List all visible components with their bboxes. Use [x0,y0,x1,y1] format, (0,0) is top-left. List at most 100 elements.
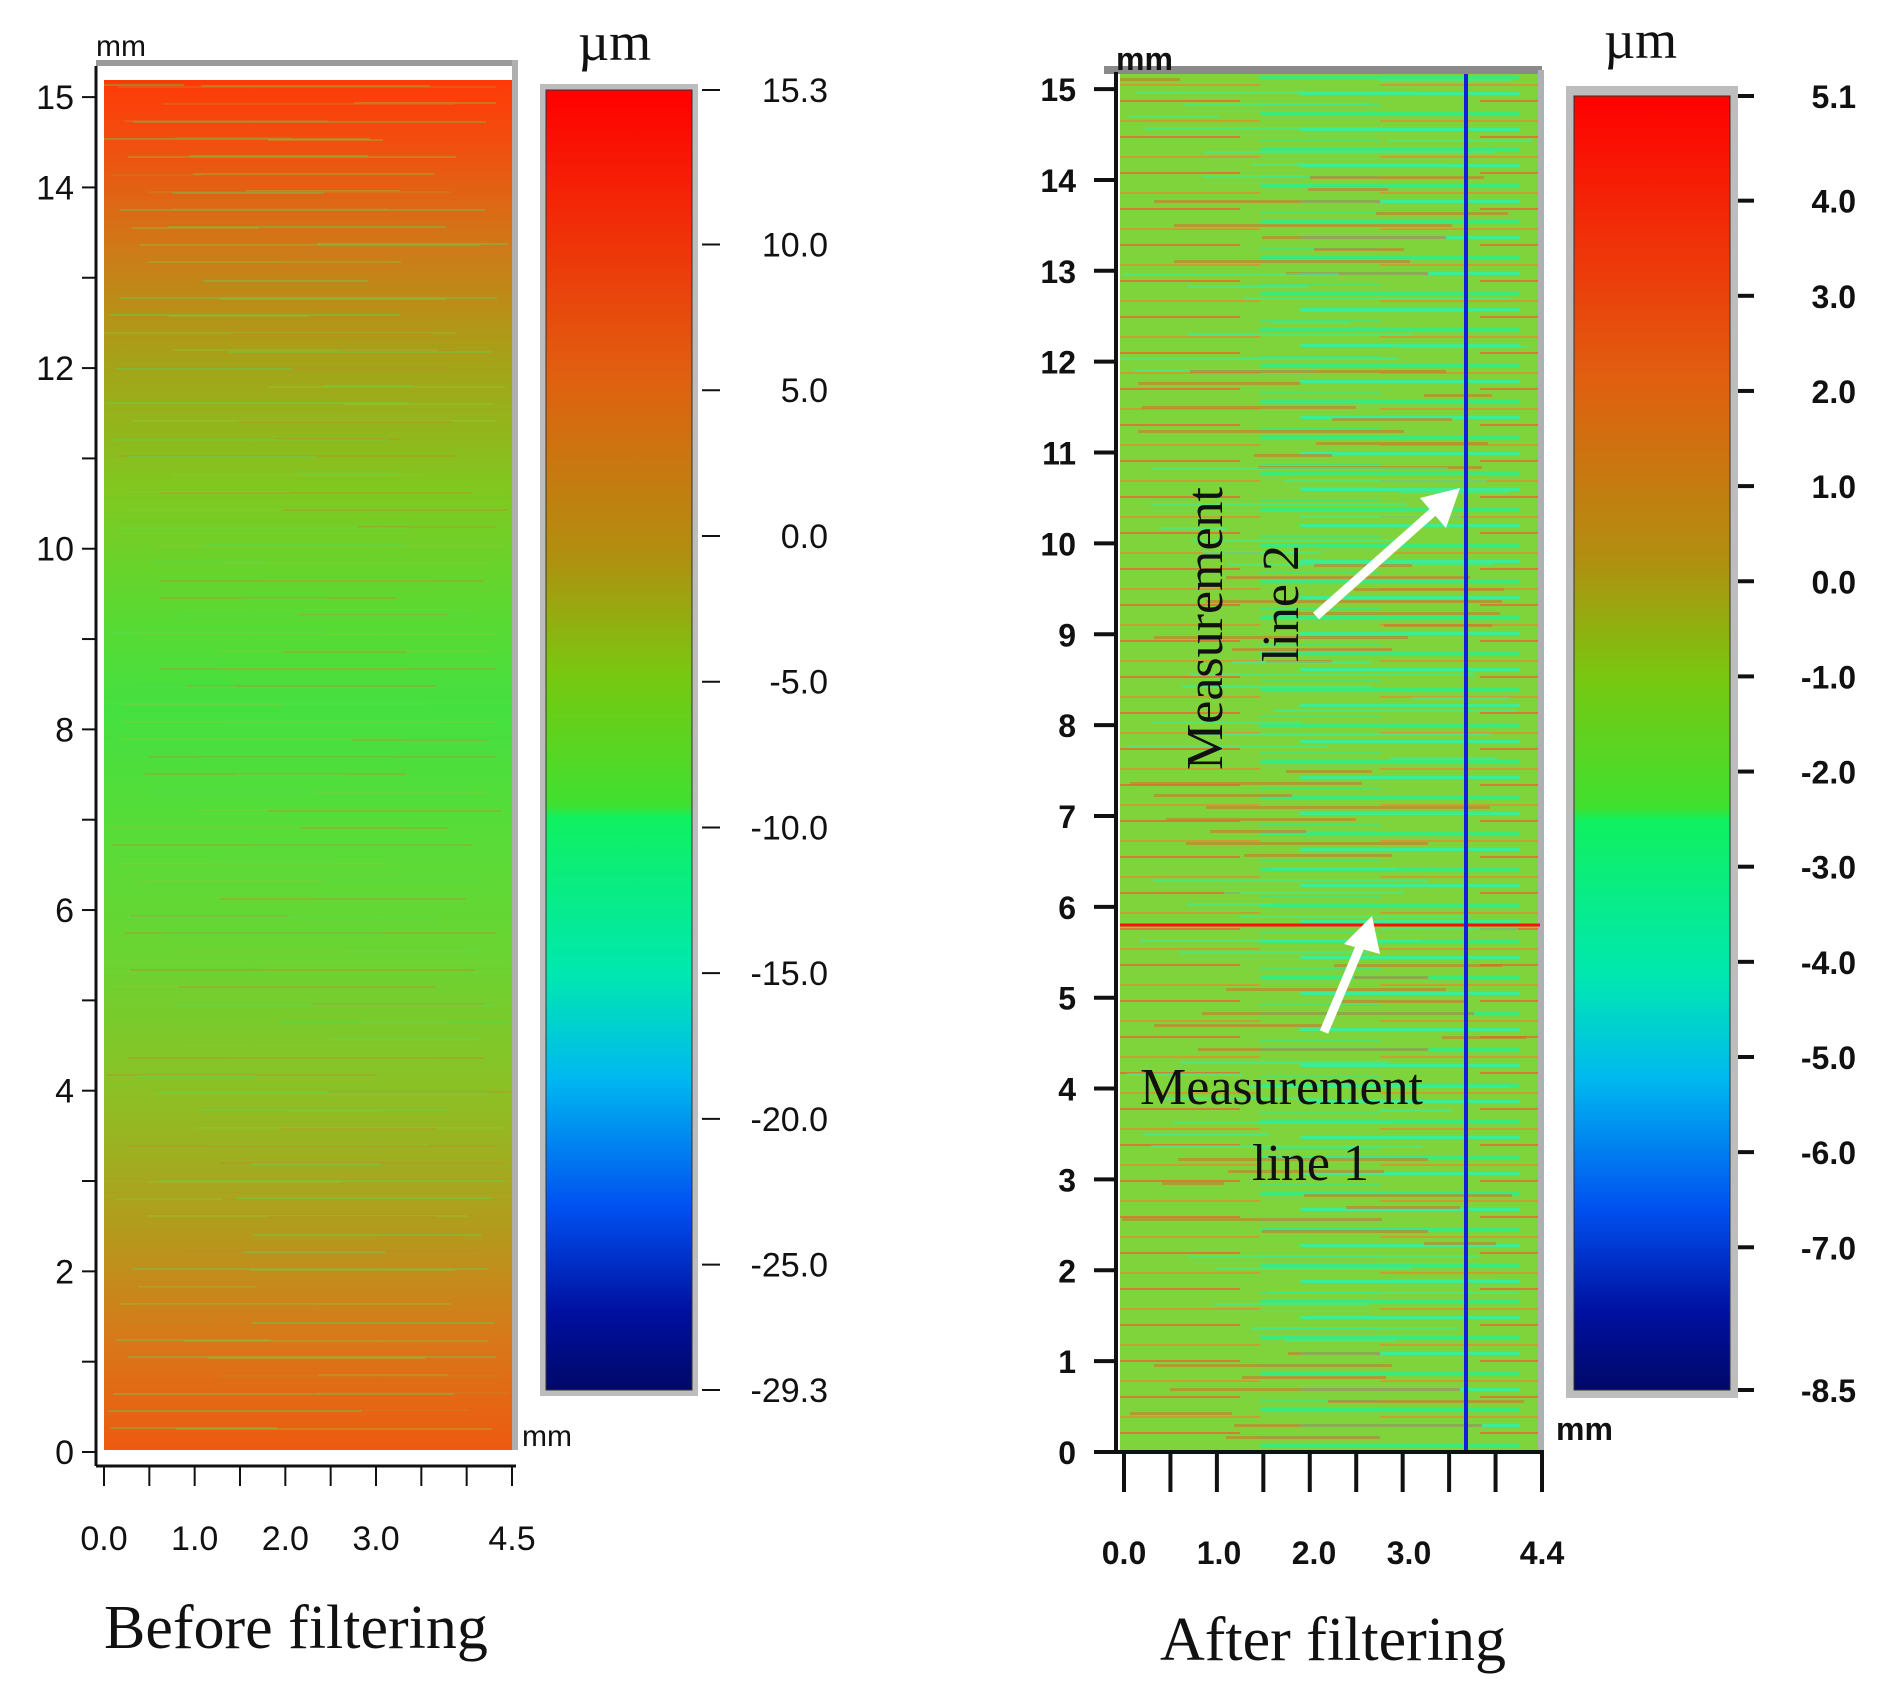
texture-streak [1154,1364,1392,1367]
texture-streak [346,950,480,952]
texture-streak [1262,236,1446,239]
texture-streak [110,314,400,316]
colorbar-tick-label: -20.0 [751,1101,829,1139]
texture-streak [140,880,324,882]
texture-streak [128,1356,496,1358]
texture-streak [112,632,324,634]
texture-streak [1251,1327,1458,1330]
texture-streak [1412,697,1509,700]
texture-streak [268,1216,436,1218]
texture-streak [1202,551,1321,554]
texture-streak [115,703,426,705]
y-tick-label: 10 [36,531,74,569]
texture-streak [343,403,494,405]
measurement-line-2-label: Measurement [1177,486,1234,770]
texture-streak [238,421,451,423]
y-tick-label: 11 [1042,436,1076,472]
svg-text:line 2: line 2 [1253,545,1310,662]
texture-streak [1379,1109,1452,1112]
left-x-ticks: 0.0 1.0 2.0 3.0 4.5 [80,1466,536,1558]
texture-streak [128,508,504,510]
texture-streak [1379,79,1512,82]
texture-streak [243,1251,386,1253]
texture-streak [1424,1242,1496,1245]
texture-streak [128,456,316,458]
texture-streak [169,315,308,317]
texture-streak [176,1428,492,1430]
texture-streak [1394,1279,1497,1282]
texture-streak [148,756,496,758]
left-x-unit-label: mm [522,1420,572,1453]
texture-streak [118,1321,211,1323]
texture-streak [298,473,399,475]
texture-streak [1262,1230,1428,1233]
texture-streak [112,174,202,176]
x-tick-label: 1.0 [1197,1535,1241,1571]
texture-streak [1160,527,1227,530]
texture-streak [1151,1145,1422,1148]
texture-streak [1130,782,1362,785]
texture-streak [1136,91,1415,94]
texture-streak [1376,212,1508,215]
texture-streak [318,1374,448,1376]
colorbar-tick-label: -2.0 [1801,755,1856,791]
texture-streak [1154,636,1408,639]
texture-streak [364,1409,469,1411]
texture-streak [1196,733,1491,736]
texture-streak [1299,309,1472,312]
measurement-line-2-label-sub: line 2 [1253,545,1310,662]
texture-streak [120,1303,451,1305]
texture-streak [252,1322,494,1324]
texture-streak [1215,1267,1412,1270]
x-tick-label: 3.0 [1387,1535,1431,1571]
texture-streak [220,720,444,722]
texture-streak [358,526,496,528]
texture-streak [1198,1048,1428,1051]
texture-streak [1314,248,1404,251]
texture-streak [118,738,404,740]
texture-streak [1138,430,1404,433]
left-z-unit-label: µm [578,12,651,72]
texture-streak [127,1145,496,1147]
texture-streak [1226,1436,1380,1439]
y-tick-label: 12 [36,350,74,388]
y-tick-label: 10 [1040,526,1076,562]
y-tick-label: 5 [1058,981,1076,1017]
texture-streak [1154,200,1380,203]
texture-streak [118,86,496,88]
texture-streak [137,633,498,635]
right-z-unit-label: µm [1604,10,1677,70]
texture-streak [153,791,476,793]
right-x-ticks: 0.0 1.0 2.0 3.0 4.4 [1102,1452,1564,1571]
colorbar-tick-label: 5.0 [781,372,828,410]
texture-streak [1206,806,1490,809]
texture-streak [1310,176,1484,179]
texture-streak [128,491,291,493]
texture-streak [1180,1061,1389,1064]
texture-streak [1152,721,1301,724]
texture-streak [1144,1133,1269,1136]
texture-streak [140,244,480,246]
y-tick-label: 2 [1058,1253,1076,1289]
texture-streak [160,597,397,599]
texture-streak [1234,1424,1482,1427]
colorbar-tick-label: -4.0 [1801,945,1856,981]
colorbar-tick-label: -1.0 [1801,659,1856,695]
texture-streak [1151,467,1448,470]
texture-streak [189,155,368,157]
texture-streak [1244,854,1392,857]
texture-streak [1189,1255,1480,1258]
y-tick-label: 6 [1058,890,1076,926]
y-tick-label: 8 [55,711,74,749]
y-tick-label: 1 [1058,1344,1076,1380]
texture-streak [204,544,404,546]
texture-streak [1186,842,1428,845]
colorbar-tick-label: 10.0 [762,226,828,264]
left-colorbar [545,89,693,1391]
texture-streak [1162,1182,1224,1185]
texture-streak [1159,1097,1326,1100]
texture-streak [113,439,388,441]
texture-streak [147,879,482,881]
texture-streak [156,1092,488,1094]
texture-streak [113,1393,454,1395]
